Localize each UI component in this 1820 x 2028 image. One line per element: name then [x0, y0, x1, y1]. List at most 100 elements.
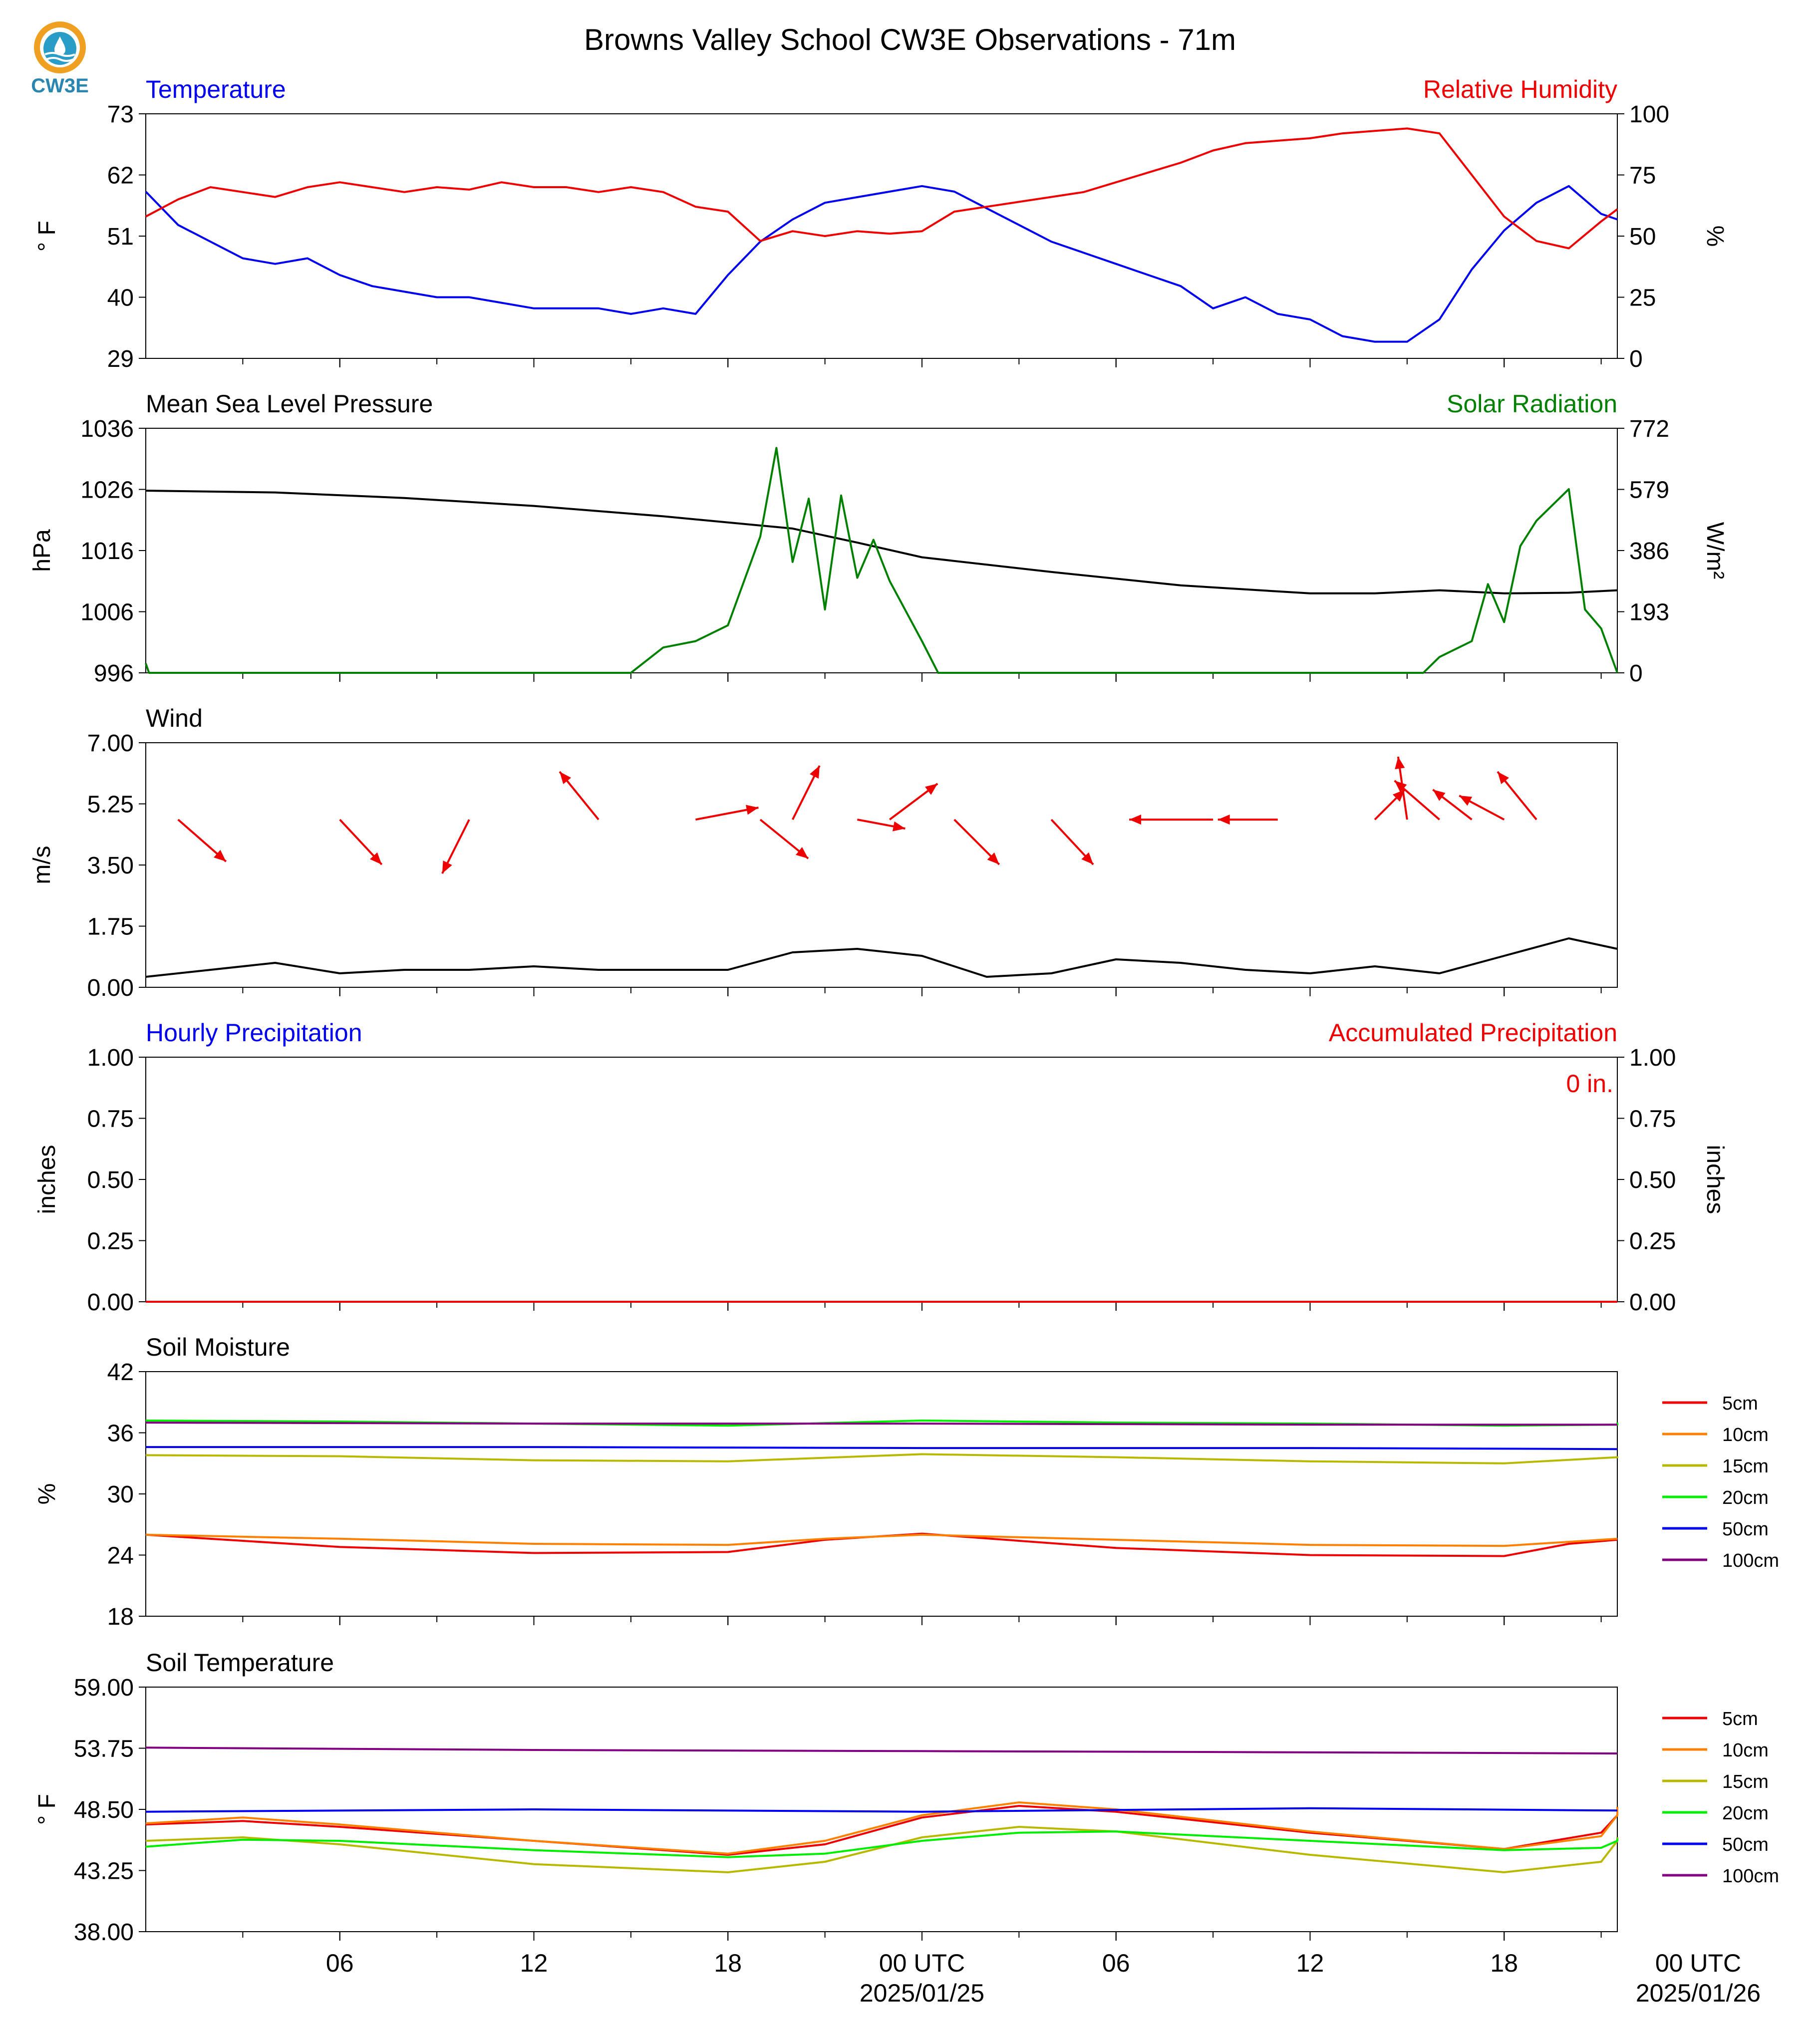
wind-arrow	[695, 805, 759, 821]
wind-arrow-head	[924, 784, 938, 795]
wind-arrow	[559, 771, 600, 821]
y-axis-label-left: inches	[34, 1145, 60, 1214]
y-tick-label-left: 51	[107, 224, 134, 250]
y-tick-label-left: 36	[107, 1421, 134, 1447]
plot-frame	[145, 113, 1618, 359]
y-tick-label-left: 18	[107, 1604, 134, 1630]
series-line-15cm	[145, 1453, 1618, 1464]
series-line-wind	[145, 937, 1618, 978]
wind-arrow	[1050, 819, 1094, 866]
panel-title-left: Soil Moisture	[146, 1333, 290, 1361]
y-tick-label-right: 25	[1629, 285, 1656, 311]
wind-arrow-head	[746, 805, 759, 815]
y-tick-label-left: 42	[107, 1359, 134, 1386]
y-tick-label-left: 59.00	[74, 1675, 134, 1701]
panel-soil_temp: Soil Temperature 59.00 53.75 48.50 43.25 38.0…	[34, 1649, 1779, 1946]
wind-arrow	[792, 765, 821, 820]
wind-arrow	[1497, 771, 1537, 821]
wind-arrow	[759, 819, 809, 860]
y-tick-label-left: 24	[107, 1543, 134, 1569]
y-axis-label-left: ° F	[34, 221, 60, 252]
panel-title-left: Temperature	[146, 75, 286, 103]
wind-arrow	[441, 819, 470, 874]
y-tick-label-right: 772	[1629, 416, 1669, 442]
series-line-mean-sea-level-pressure	[145, 490, 1618, 594]
cw3e-logo: CW3E	[27, 17, 102, 102]
y-tick-label-left: 1006	[80, 599, 134, 626]
y-tick-label-right: 0.25	[1629, 1228, 1676, 1255]
y-tick-label-left: 1.00	[87, 1045, 134, 1071]
wind-arrow	[339, 819, 383, 866]
y-tick-label-right: 0	[1629, 660, 1643, 687]
wind-arrow-head	[1498, 772, 1509, 784]
panel-title-right: Accumulated Precipitation	[1329, 1019, 1617, 1047]
panel-precip: Hourly Precipitation Accumulated Precipit…	[34, 1019, 1728, 1316]
y-tick-label-left: 29	[107, 346, 134, 372]
y-axis-label-left: hPa	[29, 529, 55, 572]
y-tick-label-left: 5.25	[87, 792, 134, 818]
y-tick-label-right: 1.00	[1629, 1045, 1676, 1071]
y-tick-label-left: 3.50	[87, 853, 134, 879]
x-tick-label: 00 UTC	[879, 1949, 965, 1977]
legend-label: 10cm	[1722, 1425, 1769, 1446]
y-axis-label-right: inches	[1702, 1145, 1728, 1214]
y-tick-label-left: 73	[107, 101, 134, 128]
wind-arrow-head	[810, 766, 820, 779]
panel-title-right: Solar Radiation	[1447, 390, 1617, 418]
panel-title-right: Relative Humidity	[1423, 75, 1617, 103]
wind-arrow	[857, 819, 906, 832]
y-axis-label-left: m/s	[29, 846, 55, 884]
y-tick-label-left: 40	[107, 285, 134, 311]
logo-drop	[54, 36, 65, 55]
x-tick-label: 18	[714, 1949, 742, 1977]
y-tick-label-left: 62	[107, 163, 134, 189]
y-tick-label-right: 75	[1629, 163, 1656, 189]
wind-arrow	[177, 819, 227, 863]
x-tick-label: 06	[326, 1949, 354, 1977]
y-tick-label-left: 0.00	[87, 975, 134, 1001]
x-tick-label: 12	[1296, 1949, 1324, 1977]
y-tick-label-left: 1026	[80, 477, 134, 504]
plot-frame	[145, 1371, 1618, 1617]
y-axis-label-right: W/m²	[1702, 522, 1728, 579]
series-line-solar-radiation	[145, 447, 1618, 674]
wind-arrow-head	[1392, 790, 1405, 802]
wind-arrow	[1459, 795, 1505, 821]
x-date-label: 2025/01/26	[1636, 1979, 1761, 2007]
wind-arrow	[1432, 789, 1473, 821]
panel-wind: Wind 7.00 5.25 3.50 1.75 0.00 m/s	[29, 704, 1618, 1001]
wind-arrow	[1129, 814, 1213, 825]
y-tick-label-left: 38.00	[74, 1919, 134, 1946]
panel-soil_moisture: Soil Moisture4236302418%5cm10cm15cm20cm5…	[34, 1333, 1779, 1630]
panel-title-left: Mean Sea Level Pressure	[146, 390, 433, 418]
accumulated-total-label: 0 in.	[1566, 1070, 1613, 1098]
panel-title-left: Wind	[146, 704, 203, 732]
x-tick-label: 12	[520, 1949, 548, 1977]
wind-arrow-head	[1081, 852, 1094, 865]
y-tick-label-left: 0.75	[87, 1106, 134, 1133]
y-tick-label-right: 579	[1629, 477, 1669, 504]
wind-arrow	[1374, 789, 1406, 821]
y-tick-label-left: 0.00	[87, 1289, 134, 1316]
y-tick-label-left: 996	[94, 660, 134, 687]
x-tick-label: 00 UTC	[1655, 1949, 1741, 1977]
y-tick-label-right: 0.00	[1629, 1289, 1676, 1316]
y-axis-label-right: %	[1702, 226, 1728, 247]
panel-title-left: Soil Temperature	[146, 1649, 334, 1677]
legend-label: 100cm	[1722, 1866, 1779, 1887]
y-axis-label-left: %	[34, 1483, 60, 1505]
wind-arrow-head	[214, 850, 226, 862]
series-line-5cm	[145, 1532, 1618, 1557]
series-line-100cm	[145, 1422, 1617, 1426]
series-line-10cm	[145, 1533, 1618, 1547]
x-date-label: 2025/01/25	[860, 1979, 984, 2007]
wind-arrow-head	[370, 852, 382, 865]
plot-frame	[145, 428, 1618, 673]
wind-arrow	[953, 819, 1000, 866]
legend-label: 50cm	[1722, 1519, 1769, 1540]
series-line-10cm	[145, 1801, 1618, 1855]
y-tick-label-left: 1.75	[87, 914, 134, 940]
panel-temp_rh: Temperature Relative Humidity 73 62 51 40 29 ° …	[34, 75, 1728, 372]
legend-label: 20cm	[1722, 1487, 1769, 1508]
